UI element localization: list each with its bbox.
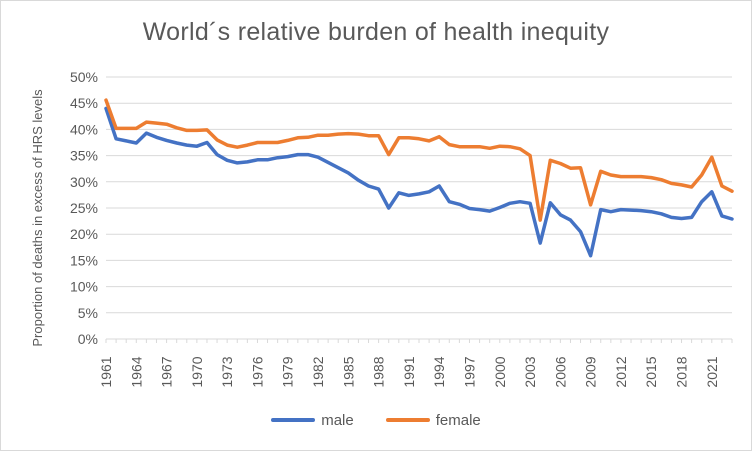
x-tick-label: 1964 (128, 356, 144, 387)
x-tick-label: 2009 (583, 356, 599, 387)
x-tick-label: 1982 (310, 356, 326, 387)
legend-swatch-male (271, 418, 316, 422)
y-tick-label: 25% (70, 200, 98, 216)
x-tick-label: 1973 (219, 356, 235, 387)
y-tick-label: 45% (70, 95, 98, 111)
y-tick-label: 10% (70, 279, 98, 295)
legend: male female (0, 410, 752, 430)
x-tick-label: 1985 (340, 356, 356, 387)
x-tick-label: 1970 (189, 356, 205, 387)
y-tick-label: 30% (70, 174, 98, 190)
y-tick-label: 15% (70, 252, 98, 268)
y-tick-label: 0% (78, 331, 98, 347)
x-tick-label: 1988 (371, 356, 387, 387)
x-tick-label: 2018 (674, 356, 690, 387)
chart-title: World´s relative burden of health inequi… (142, 18, 610, 46)
x-tick-label: 2000 (492, 356, 508, 387)
legend-item-female: female (385, 411, 481, 429)
x-tick-label: 2015 (643, 356, 659, 387)
legend-swatch-female (385, 418, 430, 422)
x-tick-label: 1991 (401, 356, 417, 387)
x-tick-label: 2012 (613, 356, 629, 387)
x-axis-ticks: 1961 1964 1967 1970 1973 1976 1979 1982 1985 1988… (98, 338, 733, 388)
x-tick-label: 1967 (159, 356, 175, 387)
legend-label-male: male (321, 411, 354, 429)
y-tick-label: 20% (70, 226, 98, 242)
x-tick-label: 1976 (249, 356, 265, 387)
y-tick-label: 35% (70, 148, 98, 164)
legend-item-male: male (271, 412, 354, 429)
x-tick-label: 2021 (704, 356, 720, 387)
x-tick-label: 1994 (431, 356, 447, 387)
x-tick-label: 1979 (280, 356, 296, 387)
legend-label-female: female (435, 411, 481, 429)
x-tick-label: 2003 (522, 356, 538, 387)
x-tick-label: 1997 (461, 356, 477, 387)
series-line-female (104, 98, 734, 222)
series-lines (104, 98, 734, 258)
y-tick-label: 5% (78, 305, 98, 321)
y-axis-label: Proportion of deaths in excess of HRS le… (30, 89, 45, 347)
y-axis-ticks: 0% 5% 10% 15% 20% 25% 30% 35% 40% 45% 50% (70, 69, 98, 347)
x-tick-label: 1961 (98, 356, 114, 387)
gridlines (106, 76, 732, 340)
y-tick-label: 40% (70, 121, 98, 137)
y-tick-label: 50% (70, 69, 98, 85)
x-tick-label: 2006 (552, 356, 568, 387)
series-line-male (104, 106, 734, 258)
